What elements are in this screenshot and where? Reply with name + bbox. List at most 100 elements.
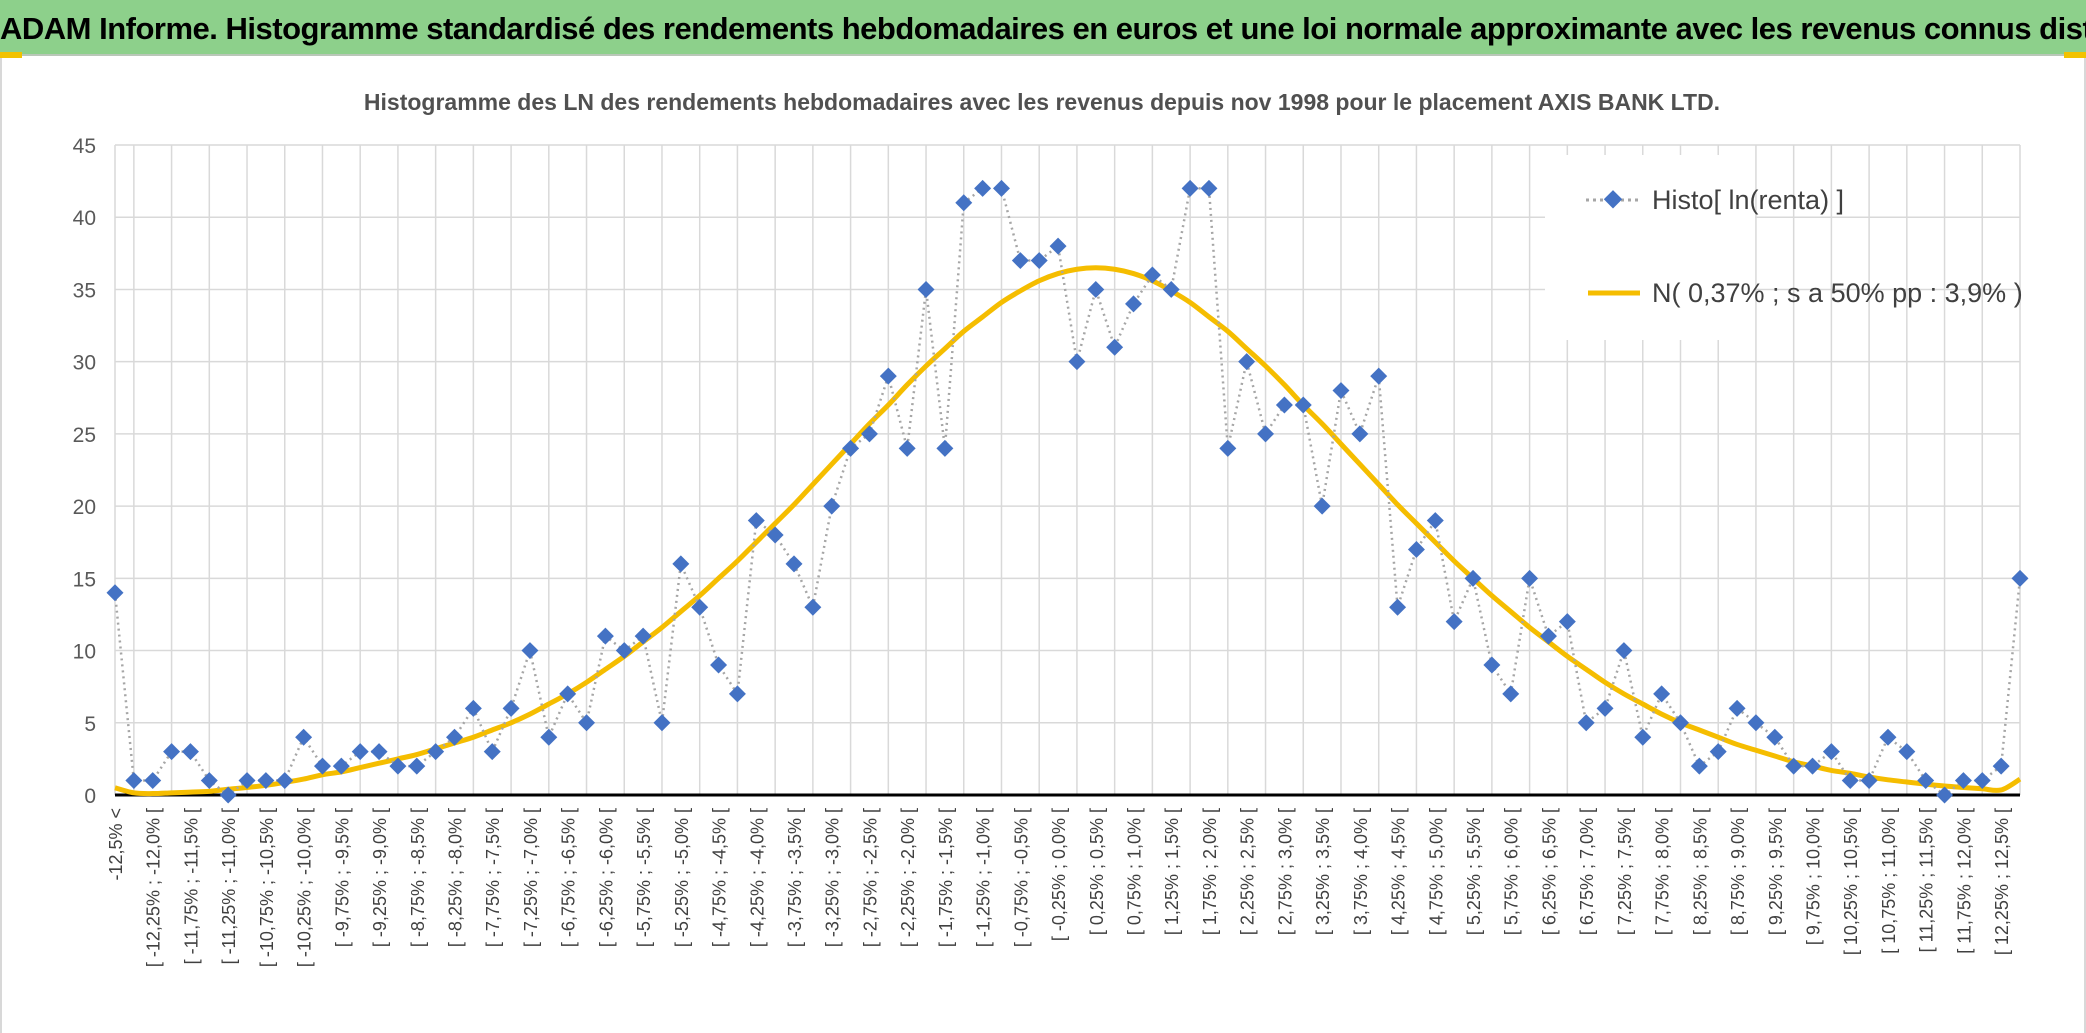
report-header: ADAM Informe. Histogramme standardisé de… bbox=[0, 0, 2086, 56]
report-title: ADAM Informe. Histogramme standardisé de… bbox=[0, 11, 2086, 46]
histo-point bbox=[125, 772, 143, 790]
x-tick-label: [ 0,25% ; 0,5% [ bbox=[1087, 808, 1107, 935]
histo-point bbox=[992, 179, 1010, 197]
histo-point bbox=[1011, 252, 1029, 270]
x-tick-label: [ 2,25% ; 2,5% [ bbox=[1238, 808, 1258, 935]
x-tick-label: [ 6,25% ; 6,5% [ bbox=[1539, 808, 1559, 935]
histo-point bbox=[1539, 627, 1557, 645]
x-tick-label: [ 5,75% ; 6,0% [ bbox=[1502, 808, 1522, 935]
x-tick-label: [ -4,25% ; -4,0% [ bbox=[747, 808, 767, 947]
histo-point bbox=[483, 743, 501, 761]
histo-point bbox=[1690, 757, 1708, 775]
histogram-series-layer bbox=[106, 179, 2029, 804]
legend-histo-label: Histo[ ln(renta) ] bbox=[1652, 185, 1844, 215]
histo-point bbox=[408, 757, 426, 775]
histo-point bbox=[1389, 598, 1407, 616]
x-tick-label: [ -4,75% ; -4,5% [ bbox=[710, 808, 730, 947]
x-axis-ticks: -12,5% < [ -12,25% ; -12,0% [[ -11,75% ; … bbox=[106, 808, 2012, 967]
histo-point bbox=[1973, 772, 1991, 790]
histo-point bbox=[1521, 569, 1539, 587]
histo-point bbox=[559, 685, 577, 703]
x-tick-label: [ 11,75% ; 12,0% [ bbox=[1954, 808, 1974, 954]
x-tick-label: [ -2,25% ; -2,0% [ bbox=[898, 808, 918, 947]
histo-point bbox=[1181, 179, 1199, 197]
histo-point bbox=[1106, 338, 1124, 356]
histo-point bbox=[257, 772, 275, 790]
x-tick-label: [ -8,75% ; -8,5% [ bbox=[408, 808, 428, 947]
histo-point bbox=[1483, 656, 1501, 674]
histo-point bbox=[766, 526, 784, 544]
x-tick-label: [ 0,75% ; 1,0% [ bbox=[1125, 808, 1145, 935]
x-tick-label: [ -7,75% ; -7,5% [ bbox=[483, 808, 503, 947]
chart-title: Histogramme des LN des rendements hebdom… bbox=[364, 89, 1720, 115]
histo-point bbox=[1200, 179, 1218, 197]
x-tick-label: [ 7,25% ; 7,5% [ bbox=[1615, 808, 1635, 935]
histo-point bbox=[653, 714, 671, 732]
y-tick-label: 45 bbox=[73, 135, 96, 158]
histo-point bbox=[238, 772, 256, 790]
histo-point bbox=[860, 425, 878, 443]
x-tick-label: [ 7,75% ; 8,0% [ bbox=[1653, 808, 1673, 935]
histo-point bbox=[1709, 743, 1727, 761]
histo-point bbox=[1426, 512, 1444, 530]
x-tick-label: [ 1,75% ; 2,0% [ bbox=[1200, 808, 1220, 935]
x-tick-label: [ 10,25% ; 10,5% [ bbox=[1841, 808, 1861, 955]
x-tick-label: [ -9,75% ; -9,5% [ bbox=[332, 808, 352, 947]
legend-background bbox=[1545, 155, 1755, 340]
normal-curve-layer bbox=[114, 265, 2022, 797]
y-tick-label: 25 bbox=[73, 424, 96, 447]
histo-point bbox=[1898, 743, 1916, 761]
histo-point bbox=[596, 627, 614, 645]
histo-point bbox=[615, 642, 633, 660]
histo-point bbox=[1502, 685, 1520, 703]
x-tick-label: [ 3,25% ; 3,5% [ bbox=[1313, 808, 1333, 935]
histo-point bbox=[1747, 714, 1765, 732]
histo-point bbox=[1219, 439, 1237, 457]
histo-point bbox=[313, 757, 331, 775]
x-tick-label: [ -11,25% ; -11,0% [ bbox=[219, 808, 239, 964]
x-tick-label: [ -5,75% ; -5,5% [ bbox=[634, 808, 654, 947]
histo-point bbox=[1407, 540, 1425, 558]
histo-point bbox=[540, 728, 558, 746]
y-tick-label: 35 bbox=[73, 279, 96, 302]
x-tick-label: [ -10,75% ; -10,5% [ bbox=[257, 808, 277, 967]
x-tick-label: [ -7,25% ; -7,0% [ bbox=[521, 808, 541, 947]
histo-point bbox=[1822, 743, 1840, 761]
x-tick-label: [ 3,75% ; 4,0% [ bbox=[1351, 808, 1371, 935]
grid bbox=[114, 144, 2021, 797]
header-accent-right bbox=[2064, 52, 2086, 58]
x-tick-label: [ -8,25% ; -8,0% [ bbox=[446, 808, 466, 947]
histo-point bbox=[521, 642, 539, 660]
x-tick-label: [ -0,75% ; -0,5% [ bbox=[1011, 808, 1031, 947]
x-tick-label: [ 6,75% ; 7,0% [ bbox=[1577, 808, 1597, 935]
x-tick-label: [ -6,75% ; -6,5% [ bbox=[559, 808, 579, 947]
x-tick-label: [ -12,25% ; -12,0% [ bbox=[144, 808, 164, 967]
chart-frame bbox=[0, 58, 2086, 1033]
histo-point bbox=[578, 714, 596, 732]
x-tick-label: [ -1,75% ; -1,5% [ bbox=[936, 808, 956, 947]
histo-point bbox=[1049, 237, 1067, 255]
histo-point bbox=[1879, 728, 1897, 746]
histo-point bbox=[427, 743, 445, 761]
x-tick-label: [ 9,25% ; 9,5% [ bbox=[1766, 808, 1786, 935]
histo-point bbox=[747, 512, 765, 530]
histo-point bbox=[804, 598, 822, 616]
histo-point bbox=[181, 743, 199, 761]
histo-point bbox=[917, 280, 935, 298]
y-tick-label: 0 bbox=[84, 785, 96, 808]
histo-point bbox=[1841, 772, 1859, 790]
histo-point bbox=[219, 786, 237, 804]
x-tick-label: [ -3,75% ; -3,5% [ bbox=[785, 808, 805, 947]
histo-point bbox=[1068, 353, 1086, 371]
y-tick-label: 20 bbox=[73, 496, 96, 519]
histo-point bbox=[710, 656, 728, 674]
x-tick-label: [ -9,25% ; -9,0% [ bbox=[370, 808, 390, 947]
x-tick-label: [ 12,25% ; 12,5% [ bbox=[1992, 808, 2012, 955]
histo-point bbox=[1615, 642, 1633, 660]
histo-point bbox=[1257, 425, 1275, 443]
histo-point bbox=[1936, 786, 1954, 804]
legend-histo-marker-icon bbox=[1603, 190, 1623, 209]
histo-point bbox=[1445, 613, 1463, 631]
histo-point bbox=[879, 367, 897, 385]
